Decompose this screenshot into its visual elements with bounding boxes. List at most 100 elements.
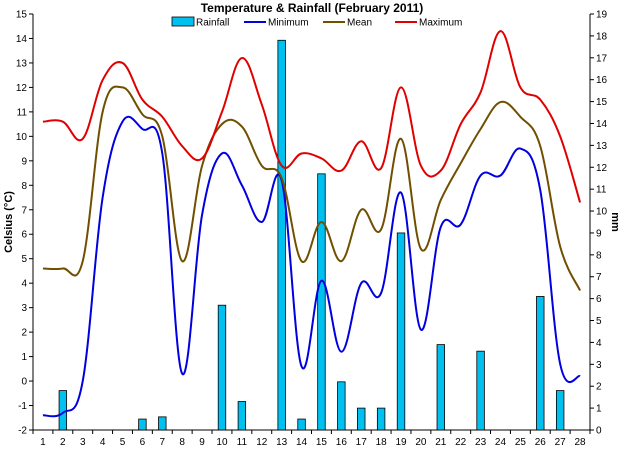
maximum-point [539, 99, 541, 101]
x-tick-label: 9 [199, 437, 205, 448]
maximum-point [520, 87, 522, 89]
rainfall-bar [317, 173, 326, 431]
y-left-tick-label: 8 [21, 181, 27, 192]
x-tick-label: 16 [336, 437, 348, 448]
legend-label-maximum: Maximum [419, 18, 462, 29]
maximum-point [142, 99, 144, 101]
maximum-point [380, 167, 382, 169]
x-tick-label: 5 [120, 437, 126, 448]
x-tick-label: 8 [179, 437, 185, 448]
minimum-point [142, 128, 144, 130]
minimum-point [62, 412, 64, 414]
legend: Rainfall Minimum Mean Maximum [171, 16, 462, 29]
x-tick-label: 18 [376, 437, 388, 448]
minimum-point [122, 121, 124, 123]
mean-point [480, 128, 482, 130]
rainfall-bar [555, 390, 565, 431]
minimum-point [380, 292, 382, 294]
y-left-tick-label: 7 [21, 205, 27, 216]
mean-point [440, 199, 442, 201]
mean-point [460, 162, 462, 164]
mean-point [400, 138, 402, 140]
mean-point [559, 246, 561, 248]
mean-point [241, 126, 243, 128]
y-left-tick-label: -1 [18, 401, 27, 412]
mean-point [579, 290, 581, 292]
minimum-line [42, 115, 582, 418]
plot-area: -2-1012345678910111213141501234567891011… [16, 10, 608, 449]
y-left-tick-label: 12 [16, 83, 28, 94]
x-tick-label: 24 [495, 437, 507, 448]
minimum-point [440, 226, 442, 228]
minimum-point [559, 363, 561, 365]
x-tick-label: 28 [574, 437, 586, 448]
minimum-point [480, 175, 482, 177]
maximum-point [162, 116, 164, 118]
maximum-point [360, 140, 362, 142]
y-right-tick-label: 16 [596, 75, 608, 86]
y-left-tick-label: 4 [21, 279, 27, 290]
maximum-point [102, 79, 104, 81]
y-left-tick-label: 0 [21, 377, 27, 388]
minimum-point [500, 175, 502, 177]
y-axis-left-title: Celsius (°C) [3, 191, 15, 253]
y-right-tick-label: 12 [596, 163, 608, 174]
y-left-tick-label: 6 [21, 230, 27, 241]
maximum-point [321, 158, 323, 160]
y-right-tick-label: 3 [596, 360, 602, 371]
x-tick-label: 23 [475, 437, 487, 448]
maximum-point [181, 145, 183, 147]
y-left-tick-label: 13 [16, 58, 28, 69]
x-tick-label: 6 [140, 437, 146, 448]
maximum-point [400, 87, 402, 89]
x-tick-label: 19 [395, 437, 407, 448]
y-left-tick-label: 9 [21, 156, 27, 167]
maximum-point [500, 30, 502, 32]
rainfall-bar [217, 304, 227, 431]
maximum-point [579, 202, 581, 204]
minimum-point [261, 221, 263, 223]
minimum-point [241, 184, 243, 186]
maximum-point [420, 165, 422, 167]
rainfall-bar [277, 39, 286, 431]
minimum-point [181, 373, 183, 375]
x-tick-label: 2 [60, 437, 66, 448]
minimum-point [321, 280, 323, 282]
minimum-point [460, 224, 462, 226]
x-tick-label: 12 [256, 437, 268, 448]
minimum-point [301, 366, 303, 368]
minimum-point [400, 192, 402, 194]
y-right-tick-label: 8 [596, 250, 602, 261]
y-right-tick-label: 6 [596, 294, 602, 305]
rainfall-bar [357, 407, 366, 431]
y-right-tick-label: 4 [596, 338, 602, 349]
mean-point [301, 260, 303, 262]
x-tick-label: 20 [415, 437, 427, 448]
chart-title: Temperature & Rainfall (February 2011) [201, 1, 424, 15]
minimum-point [579, 375, 581, 377]
minimum-point [162, 153, 164, 155]
mean-point [539, 145, 541, 147]
maximum-point [122, 62, 124, 64]
maximum-point [281, 165, 283, 167]
mean-point [500, 101, 502, 103]
rainfall-bar [436, 344, 445, 431]
y-left-tick-label: 1 [21, 352, 27, 363]
y-left-tick-label: 3 [21, 303, 27, 314]
mean-point [380, 229, 382, 231]
minimum-point [42, 415, 44, 417]
y-axis-right-title: mm [609, 212, 621, 232]
mean-point [102, 111, 104, 113]
minimum-point [341, 351, 343, 353]
minimum-point [201, 214, 203, 216]
minimum-point [420, 329, 422, 331]
y-left-tick-label: 15 [16, 10, 28, 21]
y-left-tick-label: 5 [21, 254, 27, 265]
rainfall-bar [396, 232, 406, 431]
mean-point [281, 177, 283, 179]
maximum-point [82, 138, 84, 140]
maximum-point [42, 121, 44, 123]
rainfall-bar [536, 296, 545, 431]
